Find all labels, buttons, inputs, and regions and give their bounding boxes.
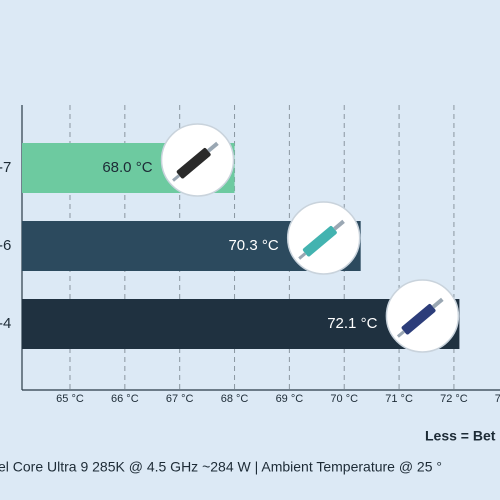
- x-tick-label: 7: [495, 393, 500, 405]
- x-tick-label: 67 °C: [166, 393, 194, 405]
- syringe-icon: [172, 141, 219, 182]
- note: Less = Bet: [425, 428, 496, 444]
- syringe-tip: [298, 252, 307, 260]
- x-tick-label: 69 °C: [276, 393, 304, 405]
- category-label: -7: [0, 159, 11, 176]
- syringe-barrel: [401, 303, 436, 335]
- syringe-tip: [396, 330, 405, 338]
- value-label: 68.0 °C: [102, 159, 152, 176]
- syringe-barrel: [176, 147, 211, 179]
- x-tick-label: 65 °C: [56, 393, 84, 405]
- x-tick-label: 71 °C: [385, 393, 413, 405]
- syringe-icon: [396, 297, 444, 338]
- x-tick-label: 66 °C: [111, 393, 139, 405]
- x-tick-label: 72 °C: [440, 393, 468, 405]
- syringe-plunger: [206, 141, 219, 153]
- value-label: 70.3 °C: [228, 237, 278, 254]
- bar: [22, 299, 460, 349]
- syringe-tip: [172, 174, 181, 182]
- x-tick-label: 70 °C: [330, 393, 358, 405]
- value-label: 72.1 °C: [327, 315, 377, 332]
- category-label: -6: [0, 237, 11, 254]
- syringe-plunger: [431, 297, 444, 309]
- syringe-plunger: [333, 219, 345, 231]
- x-tick-label: 68 °C: [221, 393, 249, 405]
- footer: el Core Ultra 9 285K @ 4.5 GHz ~284 W | …: [0, 459, 442, 475]
- category-label: -4: [0, 315, 11, 332]
- syringe-barrel: [302, 225, 337, 257]
- syringe-icon: [298, 219, 345, 260]
